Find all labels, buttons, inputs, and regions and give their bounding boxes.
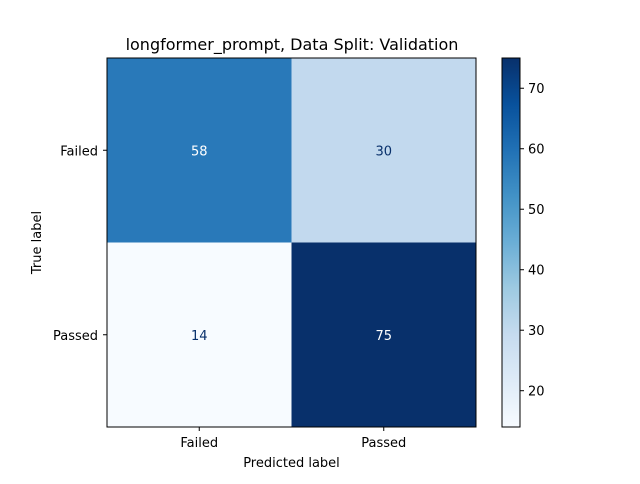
heatmap-cell	[107, 242, 292, 427]
chart-title: longformer_prompt, Data Split: Validatio…	[126, 35, 459, 55]
y-tick-label: Failed	[60, 144, 98, 159]
plot-frame	[106, 57, 477, 428]
x-tick-label: Passed	[361, 436, 406, 451]
colorbar	[501, 57, 521, 428]
x-tick-label: Failed	[180, 436, 218, 451]
colorbar-tick-label: 40	[528, 264, 545, 279]
colorbar-tick-label: 60	[528, 143, 545, 158]
heatmap-cells	[107, 58, 476, 427]
heatmap-cell-labels: 58 30 14 75	[191, 144, 392, 344]
heatmap-cell	[107, 58, 292, 243]
heatmap-cell	[291, 58, 476, 243]
colorbar-tick-label: 50	[528, 203, 545, 218]
colorbar-ticks: 20 30 40 50 60 70	[520, 82, 545, 400]
heatmap-cell	[291, 242, 476, 427]
colorbar-tick-label: 20	[528, 385, 545, 400]
x-axis-label: Predicted label	[243, 456, 340, 471]
x-axis: Failed Passed	[180, 427, 406, 451]
y-tick-label: Passed	[53, 329, 98, 344]
y-axis-label: True label	[30, 211, 45, 275]
cell-value-label: 75	[375, 329, 392, 344]
cell-value-label: 14	[191, 329, 208, 344]
cell-value-label: 30	[375, 144, 392, 159]
colorbar-tick-label: 70	[528, 82, 545, 97]
y-axis: Failed Passed	[53, 144, 107, 344]
colorbar-tick-label: 30	[528, 324, 545, 339]
cell-value-label: 58	[191, 144, 208, 159]
